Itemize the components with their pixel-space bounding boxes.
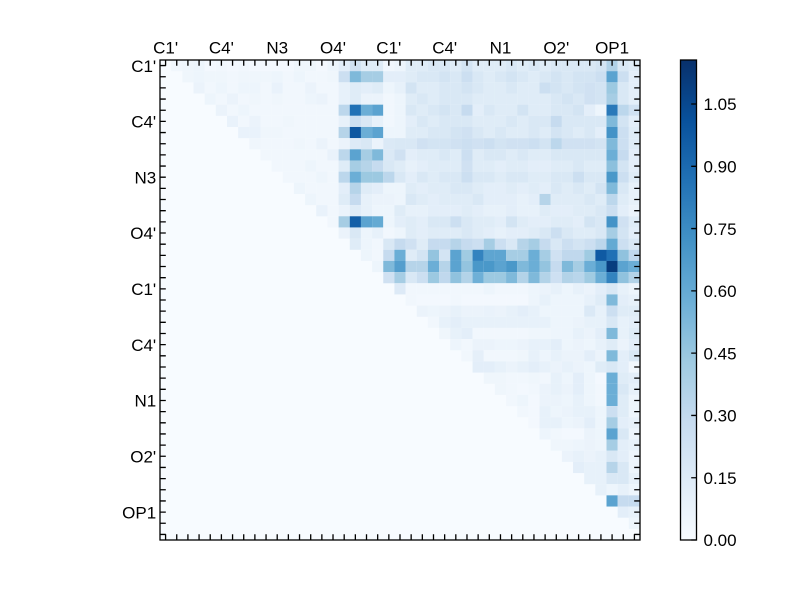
- svg-text:C1': C1': [153, 39, 178, 58]
- svg-text:0.30: 0.30: [704, 407, 737, 426]
- svg-text:O2': O2': [130, 448, 156, 467]
- svg-text:0.45: 0.45: [704, 344, 737, 363]
- svg-text:OP1: OP1: [595, 39, 629, 58]
- svg-text:C1': C1': [131, 57, 156, 76]
- svg-text:0.15: 0.15: [704, 469, 737, 488]
- svg-text:O4': O4': [320, 39, 346, 58]
- svg-text:C4': C4': [131, 336, 156, 355]
- svg-text:1.05: 1.05: [704, 95, 737, 114]
- svg-text:0.90: 0.90: [704, 158, 737, 177]
- svg-text:N3: N3: [266, 39, 288, 58]
- svg-text:0.75: 0.75: [704, 220, 737, 239]
- svg-text:0.60: 0.60: [704, 282, 737, 301]
- svg-text:C1': C1': [376, 39, 401, 58]
- svg-text:C4': C4': [432, 39, 457, 58]
- svg-text:N1: N1: [490, 39, 512, 58]
- svg-text:0.00: 0.00: [704, 531, 737, 550]
- svg-text:O4': O4': [130, 224, 156, 243]
- svg-text:N1: N1: [134, 392, 156, 411]
- svg-text:C1': C1': [131, 280, 156, 299]
- svg-text:O2': O2': [543, 39, 569, 58]
- svg-text:C4': C4': [131, 113, 156, 132]
- svg-text:C4': C4': [209, 39, 234, 58]
- svg-text:N3: N3: [134, 168, 156, 187]
- svg-text:OP1: OP1: [122, 503, 156, 522]
